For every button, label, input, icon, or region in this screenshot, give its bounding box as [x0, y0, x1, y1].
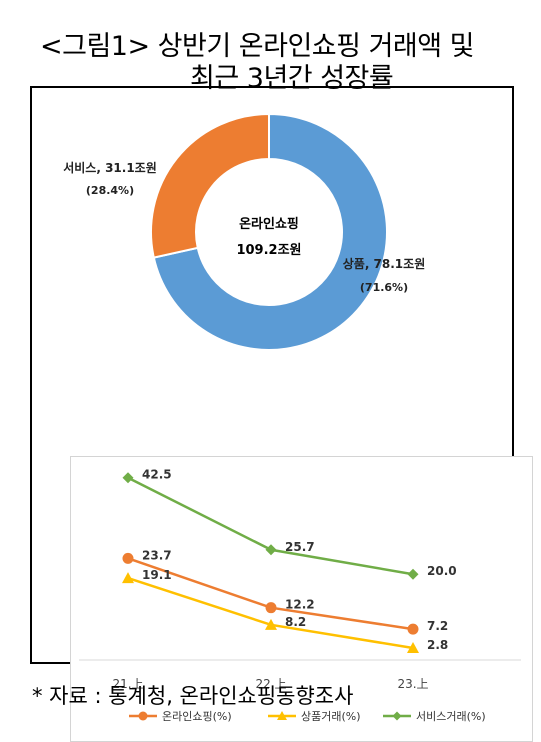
- line-chart: 21.上 22.上 23.上 23.7 12.2 7.2 19.1 8.2 2.8 42.5 25…: [79, 468, 521, 723]
- legend: 온라인쇼핑(%) 상품거래(%) 서비스거래(%): [129, 710, 486, 723]
- x-tick-label: 23.上: [397, 677, 428, 691]
- data-point-marker: [122, 552, 134, 564]
- donut-center-value: 109.2조원: [236, 243, 301, 258]
- data-value-label: 8.2: [285, 615, 306, 629]
- donut-slice-goods: [152, 112, 388, 351]
- legend-marker: [392, 711, 402, 721]
- donut-center-label: 온라인쇼핑: [239, 216, 299, 232]
- donut-slice-label: 서비스, 31.1조원: [63, 160, 157, 175]
- legend-label: 온라인쇼핑(%): [162, 710, 232, 723]
- donut-slice-share: (71.6%): [360, 281, 408, 294]
- donut-slice-services: [150, 112, 270, 259]
- donut-labels: 상품, 78.1조원 (71.6%) 서비스, 31.1조원 (28.4%): [63, 160, 425, 294]
- data-value-label: 20.0: [427, 564, 457, 578]
- donut-slice-share: (28.4%): [86, 184, 134, 197]
- data-point-marker: [407, 641, 419, 653]
- data-value-label: 12.2: [285, 598, 315, 612]
- donut-slice-label: 상품, 78.1조원: [343, 256, 426, 271]
- x-tick-label: 22.上: [255, 677, 286, 691]
- donut-slices: [150, 112, 388, 351]
- data-point-marker: [122, 472, 134, 484]
- data-point-marker: [407, 568, 419, 580]
- series-markers: [122, 472, 419, 653]
- x-axis-tick-labels: 21.上 22.上 23.上: [112, 677, 428, 691]
- legend-label: 서비스거래(%): [416, 710, 486, 723]
- chart-title-line-1: <그림1> 상반기 온라인쇼핑 거래액 및: [40, 31, 475, 62]
- line-chart-panel: 21.上 22.上 23.上 23.7 12.2 7.2 19.1 8.2 2.8 42.5 25…: [70, 456, 533, 742]
- data-point-marker: [265, 618, 277, 630]
- data-value-label: 23.7: [142, 548, 172, 562]
- data-value-label: 25.7: [285, 540, 315, 554]
- data-point-marker: [122, 572, 134, 584]
- donut-chart: 온라인쇼핑 109.2조원 상품, 78.1조원 (71.6%) 서비스, 31.1…: [63, 112, 425, 351]
- source-note: * 자료 : 통계청, 온라인쇼핑동향조사: [32, 684, 354, 708]
- data-point-marker: [407, 623, 419, 635]
- data-point-marker: [265, 544, 277, 556]
- data-value-label: 42.5: [142, 468, 172, 482]
- legend-label: 상품거래(%): [301, 710, 361, 723]
- x-tick-label: 21.上: [112, 677, 143, 691]
- data-value-label: 7.2: [427, 619, 448, 633]
- data-value-label: 19.1: [142, 568, 172, 582]
- chart-frame: 온라인쇼핑 109.2조원 상품, 78.1조원 (71.6%) 서비스, 31.1…: [30, 86, 533, 742]
- data-value-label: 2.8: [427, 638, 448, 652]
- chart-title-line-2: 최근 3년간 성장률: [190, 63, 394, 94]
- legend-marker: [277, 711, 287, 720]
- legend-marker: [138, 711, 148, 721]
- data-point-marker: [265, 602, 277, 614]
- data-value-labels: 23.7 12.2 7.2 19.1 8.2 2.8 42.5 25.7 20.0: [142, 468, 457, 652]
